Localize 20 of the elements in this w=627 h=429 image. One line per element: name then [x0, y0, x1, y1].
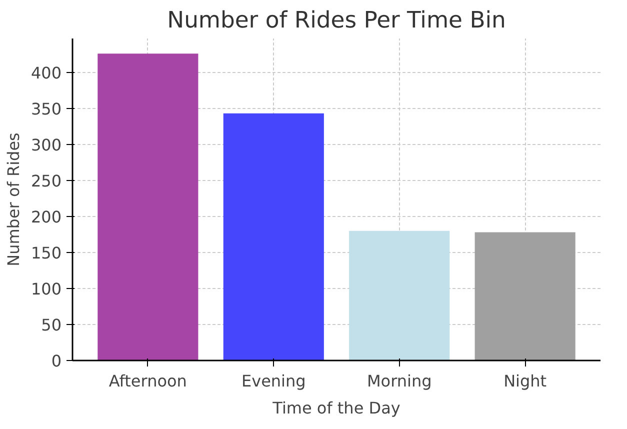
y-tick-label: 250: [30, 171, 62, 190]
y-tick-label: 350: [30, 99, 62, 118]
x-axis-title: Time of the Day: [272, 398, 400, 418]
bar: [474, 232, 576, 360]
bar: [349, 230, 450, 360]
y-tick-label: 50: [41, 315, 62, 334]
x-tick-label: Afternoon: [108, 372, 187, 390]
bar: [98, 54, 198, 360]
y-tick-label: 200: [30, 207, 62, 226]
y-tick-label: 0: [51, 352, 62, 370]
x-tick-label: Night: [504, 372, 547, 390]
x-tick-label: Morning: [366, 372, 432, 390]
y-tick-label: 100: [30, 279, 62, 298]
y-tick-label: 150: [30, 243, 62, 262]
y-axis-title: Number of Rides: [4, 132, 23, 266]
y-tick-label: 400: [30, 63, 62, 82]
bar: [223, 113, 324, 360]
y-tick-label: 300: [30, 135, 62, 154]
x-tick-label: Evening: [241, 372, 306, 390]
chart-title: Number of Rides Per Time Bin: [167, 8, 506, 34]
